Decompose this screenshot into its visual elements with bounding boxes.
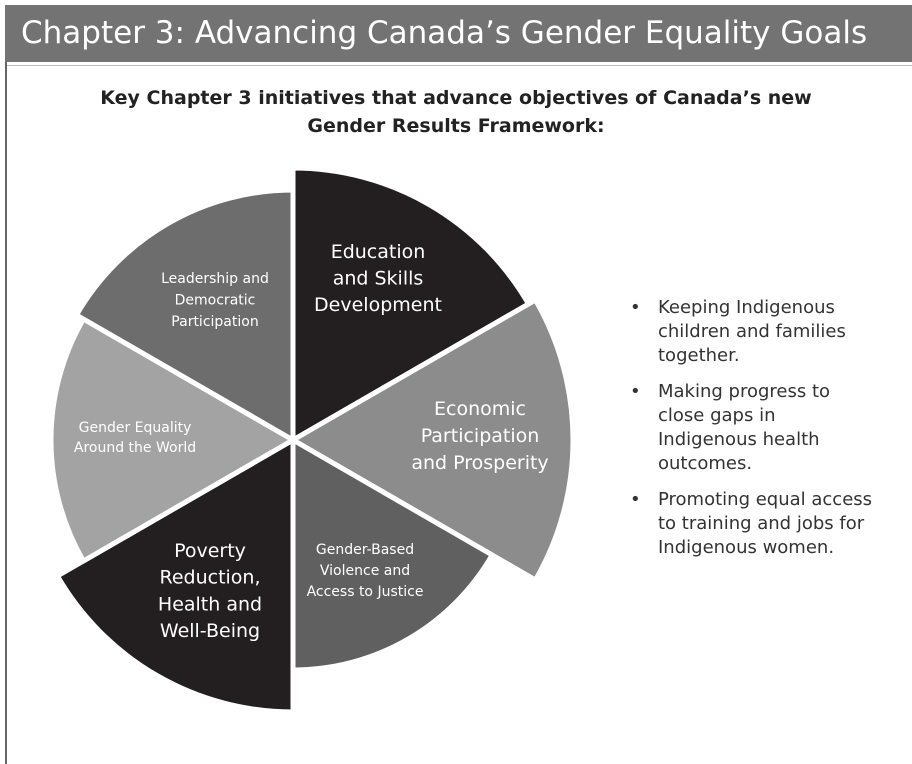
header-title: Chapter 3: Advancing Canada’s Gender Equ… [5,5,912,62]
subtitle-line: Gender Results Framework: [307,115,605,137]
segment-label: Poverty [174,540,246,562]
subtitle-line: Key Chapter 3 initiatives that advance o… [100,87,812,109]
bullet: Keeping Indigenous children and families… [628,296,878,368]
segment-label: Development [314,294,442,316]
segment-label: Health and [158,593,262,615]
segment-label: Violence and [320,563,410,579]
segment-label: and Skills [333,268,424,290]
segment-label: and Prosperity [411,452,548,474]
left-border [5,62,7,764]
segment-label: Gender-Based [316,542,414,558]
wedge [54,437,296,715]
segment-label: Well-Being [160,620,260,642]
bullet-list: Keeping Indigenous children and families… [628,296,878,572]
segment-label: Gender Equality [79,420,192,436]
segment-label: Democratic [175,293,256,309]
header-rule [5,65,912,66]
bullet: Promoting equal access to training and j… [628,488,878,560]
bullet: Making progress to close gaps in Indigen… [628,380,878,476]
wedge [73,187,296,443]
segment-label: Reduction, [159,567,260,589]
segment-label: Economic [434,398,526,420]
segment-label: Participation [171,314,258,330]
segment-label: Leadership and [161,271,269,287]
segment-label: Participation [421,425,540,447]
segment-label: Access to Justice [307,584,424,600]
segment-label: Around the World [74,440,196,456]
wedge [290,437,495,673]
subtitle: Key Chapter 3 initiatives that advance o… [0,84,912,140]
wedge [290,165,532,443]
wedge [48,316,296,564]
wedge [290,297,576,583]
segment-label: Education [331,241,426,263]
